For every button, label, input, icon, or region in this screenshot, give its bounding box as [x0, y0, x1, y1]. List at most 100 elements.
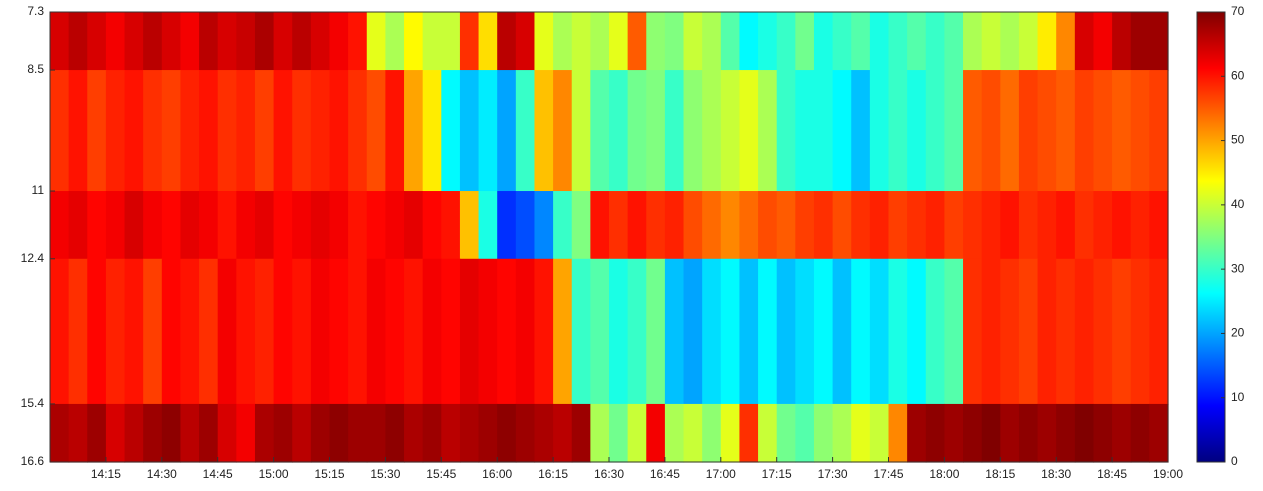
heatmap-cell [1093, 191, 1113, 260]
heatmap-cell [963, 70, 983, 192]
heatmap-cell [1074, 12, 1095, 71]
heatmap-cell [254, 403, 275, 463]
heatmap-cell [813, 403, 834, 463]
heatmap-cell [609, 258, 629, 405]
heatmap-cell [1093, 70, 1113, 192]
heatmap-cell [795, 70, 815, 192]
x-tick-label: 18:00 [929, 467, 959, 481]
heatmap-cell [161, 70, 182, 192]
heatmap-cell [292, 70, 312, 192]
heatmap-cell [143, 70, 163, 192]
heatmap-cell [1093, 12, 1113, 71]
heatmap-cell [310, 258, 331, 405]
heatmap-cell [534, 12, 554, 71]
heatmap-cell [329, 403, 349, 463]
heatmap-cell [329, 258, 349, 405]
heatmap-cell [720, 70, 741, 192]
heatmap-cell [795, 258, 815, 405]
heatmap-cell [609, 403, 629, 463]
heatmap-cell [1000, 403, 1020, 463]
heatmap-cell [664, 12, 685, 71]
heatmap-cell [664, 403, 685, 463]
heatmap-cell [758, 403, 778, 463]
heatmap-cell [180, 258, 200, 405]
heatmap-cell [776, 70, 796, 192]
heatmap-cell [627, 258, 647, 405]
heatmap-cell [1130, 403, 1150, 463]
heatmap-cell [627, 191, 647, 260]
heatmap-cell [683, 12, 703, 71]
heatmap-cell [404, 12, 424, 71]
heatmap-cell [683, 70, 703, 192]
heatmap-cell [180, 403, 200, 463]
heatmap-cell [1018, 258, 1039, 405]
heatmap-cell [888, 258, 908, 405]
heatmap-cell [1018, 403, 1039, 463]
heatmap-cell [68, 258, 88, 405]
heatmap-cell [105, 403, 126, 463]
heatmap-cell [105, 258, 126, 405]
heatmap-cell [180, 191, 200, 260]
heatmap-cell [553, 70, 573, 192]
heatmap-cell [348, 258, 368, 405]
heatmap-cell [888, 12, 908, 71]
x-tick-label: 18:15 [985, 467, 1015, 481]
heatmap-cell [385, 191, 405, 260]
heatmap-cell [925, 70, 945, 192]
heatmap-cell [1056, 403, 1076, 463]
heatmap-cell [739, 403, 759, 463]
heatmap-cell [199, 403, 219, 463]
heatmap-cell [1149, 258, 1169, 405]
heatmap-cell [907, 403, 927, 463]
heatmap-cell [832, 403, 852, 463]
heatmap-cell [813, 12, 834, 71]
colorbar-tick-label: 0 [1231, 454, 1238, 468]
heatmap-cell [459, 12, 480, 71]
heatmap-cell [385, 12, 405, 71]
heatmap-cell [1056, 258, 1076, 405]
heatmap-cell [869, 403, 890, 463]
colorbar-tick-label: 60 [1231, 68, 1245, 82]
heatmap-cell [254, 191, 275, 260]
heatmap-cell [199, 70, 219, 192]
heatmap-cell [105, 70, 126, 192]
heatmap-cell [664, 191, 685, 260]
heatmap-cell [217, 12, 237, 71]
heatmap-cell [702, 258, 722, 405]
heatmap-cell [105, 12, 126, 71]
heatmap-cell [348, 191, 368, 260]
heatmap-cell [627, 70, 647, 192]
heatmap-cell [944, 12, 964, 71]
heatmap-cell [310, 12, 331, 71]
heatmap-cell [404, 70, 424, 192]
heatmap-cell [963, 191, 983, 260]
heatmap-cell [813, 258, 834, 405]
heatmap-cell [1112, 70, 1132, 192]
heatmap-cell [702, 403, 722, 463]
heatmap-cell [646, 12, 666, 71]
heatmap-cell [124, 191, 144, 260]
heatmap-cell [310, 191, 331, 260]
x-tick-label: 15:15 [314, 467, 344, 481]
heatmap-cell [534, 70, 554, 192]
heatmap-cell [87, 258, 107, 405]
heatmap-cell [646, 258, 666, 405]
heatmap-cell [925, 191, 945, 260]
heatmap-cell [944, 191, 964, 260]
heatmap-cell [1000, 70, 1020, 192]
heatmap-cell [553, 191, 573, 260]
heatmap-cell [459, 403, 480, 463]
x-tick-label: 15:00 [259, 467, 289, 481]
heatmap-cell [795, 403, 815, 463]
heatmap-cell [720, 258, 741, 405]
heatmap-cell [1056, 70, 1076, 192]
heatmap-cell [1037, 12, 1057, 71]
heatmap-cell [925, 258, 945, 405]
y-tick-label: 11 [32, 183, 45, 197]
heatmap-cell [646, 191, 666, 260]
heatmap-cell [497, 12, 517, 71]
heatmap-cell [422, 258, 442, 405]
heatmap-cell [236, 258, 256, 405]
heatmap-cell [68, 12, 88, 71]
